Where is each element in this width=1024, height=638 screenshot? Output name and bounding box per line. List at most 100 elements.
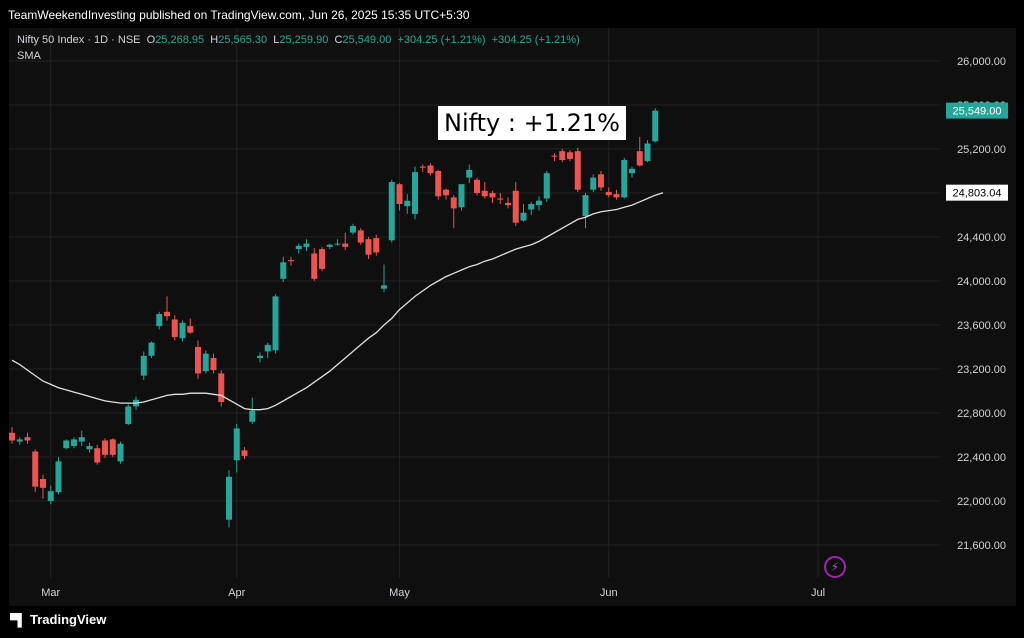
candle (644, 140, 651, 163)
candle-body (40, 479, 46, 488)
candle-body (102, 440, 108, 455)
y-tick-label: 25,200.00 (957, 144, 1006, 156)
candle-body (520, 212, 527, 221)
candle (613, 189, 620, 200)
candle-body (466, 169, 473, 178)
candle-body (574, 151, 581, 190)
x-tick-label: Mar (41, 587, 60, 599)
candle (520, 204, 527, 222)
candle (427, 163, 434, 176)
high-label: H (210, 34, 219, 46)
candle-body (32, 451, 39, 487)
candle (47, 485, 54, 505)
candle (264, 342, 271, 358)
candle-body (419, 166, 426, 168)
candle (233, 424, 240, 473)
candle-body (357, 230, 364, 243)
candle-body (47, 491, 54, 501)
candle-body (598, 174, 604, 188)
candle-body (156, 314, 163, 327)
candle-body (210, 358, 217, 371)
candle-body (567, 152, 573, 159)
candle (652, 108, 659, 143)
candle (40, 474, 46, 499)
candle (497, 193, 504, 204)
candle (171, 315, 178, 341)
candle-body (536, 200, 542, 206)
candle-body (109, 439, 116, 455)
candle-body (559, 151, 566, 160)
candle-body (164, 311, 170, 317)
candle (195, 340, 201, 379)
candle-body (443, 189, 449, 196)
open-value: 25,268.95 (155, 34, 205, 46)
candle-body (319, 249, 325, 269)
candle (249, 397, 256, 424)
candle (94, 444, 101, 465)
candle (102, 438, 108, 459)
candle (319, 246, 325, 272)
candle (481, 182, 488, 199)
candle (63, 439, 70, 450)
candle (605, 187, 612, 198)
candle (125, 404, 132, 426)
candle (117, 441, 124, 464)
candle (272, 294, 279, 354)
candle-body (404, 200, 411, 207)
candle (303, 239, 310, 252)
candle (621, 157, 628, 199)
candle (582, 193, 589, 229)
candle-body (179, 322, 186, 339)
candle-body (148, 342, 155, 356)
candle (443, 188, 449, 200)
candle (388, 179, 395, 243)
candle-body (280, 262, 287, 279)
tradingview-logo-icon: ▀▌ (10, 612, 26, 627)
lightning-icon[interactable]: ⚡ (824, 556, 846, 578)
last-price-tag: 25,549.00 (946, 102, 1008, 119)
candle-body (373, 238, 380, 253)
candle-body (350, 226, 356, 233)
y-tick-label: 24,400.00 (957, 232, 1006, 244)
candle (458, 184, 465, 211)
candle-body (505, 202, 511, 206)
candle (187, 318, 194, 334)
candle (636, 136, 643, 167)
candle-body (55, 461, 62, 493)
candle (629, 166, 635, 178)
x-tick-label: Jul (811, 587, 825, 599)
y-tick-label: 21,600.00 (957, 540, 1006, 552)
sma-price-tag-bg (946, 184, 1008, 201)
last-price-tag-bg (946, 102, 1008, 119)
y-axis: 21,600.00 22,000.00 22,400.00 22,800.00 23,2… (957, 56, 1006, 552)
candle (381, 264, 387, 292)
candle-body (543, 173, 550, 199)
candle-body (613, 194, 620, 198)
candle-body (458, 184, 465, 208)
candle (357, 228, 364, 245)
candle-body (474, 179, 480, 193)
x-tick-label: May (389, 587, 410, 599)
sma-price-tag: 24,803.04 (946, 184, 1008, 201)
candle-body (117, 443, 124, 462)
candle (551, 153, 558, 162)
candle-body (288, 260, 294, 262)
y-tick-label: 23,600.00 (957, 320, 1006, 332)
candle-body (9, 432, 15, 441)
candle-body (512, 190, 519, 223)
candle-body (528, 204, 535, 210)
x-axis: Mar Apr May Jun Jul (41, 587, 825, 599)
candle-body (582, 195, 589, 217)
candle (202, 350, 209, 374)
candle (404, 194, 411, 214)
candle (257, 352, 263, 363)
candle-body (125, 406, 132, 424)
candle (179, 320, 186, 342)
candle-body (381, 285, 387, 289)
candle-body (644, 143, 651, 162)
candle-body (78, 437, 85, 442)
candle (567, 150, 573, 162)
candle (590, 174, 597, 192)
candle-body (295, 245, 302, 250)
